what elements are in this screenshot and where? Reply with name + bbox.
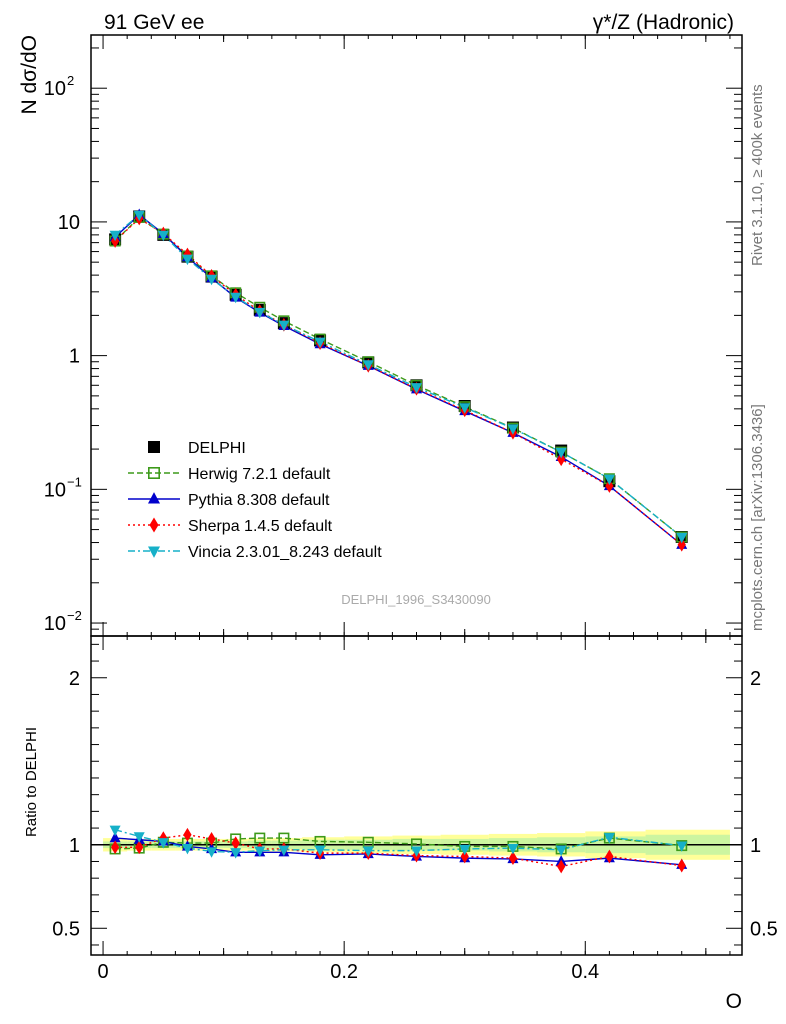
series-point-3 (254, 307, 266, 319)
main-plot (109, 208, 688, 552)
side-label-top: Rivet 3.1.10, ≥ 400k events (749, 84, 766, 266)
ratio-y-tick-label: 1 (69, 835, 80, 857)
y-tick-exponent: 2 (67, 73, 74, 88)
series-point-3 (181, 254, 193, 266)
legend-marker (149, 517, 159, 533)
x-tick-label: 0.4 (571, 961, 599, 983)
header-left: 91 GeV ee (104, 11, 204, 34)
series-point-3 (603, 474, 615, 486)
series-ratio-point-3 (109, 825, 121, 837)
watermark: DELPHI_1996_S3430090 (341, 592, 491, 607)
series-ratio-point-3 (362, 846, 374, 857)
series-point-3 (676, 532, 688, 544)
series-ratio-point-3 (133, 832, 145, 843)
x-axis-label: O (726, 990, 742, 1013)
series-ratio-point-2 (460, 849, 469, 864)
side-label-bottom: mcplots.cern.ch [arXiv:1306.3436] (749, 404, 766, 631)
series-point-3 (362, 360, 374, 371)
legend-label: Vincia 2.3.01_8.243 default (188, 544, 382, 561)
series-line-3 (114, 213, 683, 538)
legend-label: DELPHI (188, 440, 246, 457)
series-ratio-point-2 (135, 840, 144, 855)
series-point-3 (555, 447, 567, 459)
y-tick-label: 1 (69, 346, 80, 368)
series-ratio-point-3 (278, 845, 290, 857)
header-right: γ*/Z (Hadronic) (593, 11, 734, 34)
series-ratio-point-3 (314, 845, 326, 857)
y-tick-exponent: −1 (67, 474, 82, 489)
legend: DELPHI Herwig 7.2.1 default Pythia 8.308 d… (128, 440, 382, 561)
series-point-3 (230, 292, 242, 304)
series-ratio-point-2 (231, 836, 240, 850)
y-tick-label: 10 (44, 479, 66, 501)
series-line-1 (114, 213, 683, 546)
series-point-3 (206, 274, 218, 286)
series-ratio-point-2 (557, 859, 566, 874)
ratio-y-tick-label: 0.5 (52, 918, 80, 940)
legend-label: Pythia 8.308 default (188, 492, 330, 509)
y-tick-label: 10 (44, 78, 66, 100)
ratio-ylabel: Ratio to DELPHI (23, 727, 40, 837)
series-ratio-point-3 (157, 838, 169, 849)
series-ratio-point-3 (507, 843, 519, 855)
x-tick-label: 0 (97, 961, 108, 983)
series-point-2 (605, 479, 614, 493)
series-ratio-point-2 (183, 827, 192, 842)
series-ratio-line-0 (115, 837, 682, 850)
series-point-3 (157, 230, 169, 242)
legend-marker (148, 546, 160, 558)
series-ratio-point-3 (230, 848, 242, 859)
y-tick-exponent: −2 (67, 608, 82, 623)
series-point-2 (557, 452, 566, 467)
series-ratio-point-3 (555, 845, 567, 857)
series-ratio-point-2 (605, 849, 614, 864)
ratio-y-tick-label-right: 2 (750, 668, 761, 690)
series-ratio-line-1 (115, 837, 682, 866)
series-point-3 (314, 337, 326, 349)
legend-marker (148, 466, 161, 479)
ratio-y-tick-label-right: 0.5 (750, 918, 778, 940)
legend-label: Sherpa 1.4.5 default (188, 518, 333, 535)
series-ratio-point-3 (206, 847, 218, 858)
ratio-y-tick-label: 2 (69, 668, 80, 690)
series-ratio-point-2 (677, 858, 686, 873)
series-point-2 (677, 537, 686, 552)
y-tick-label: 10 (58, 212, 80, 234)
series-point-3 (411, 383, 422, 394)
series-ratio-point-2 (207, 832, 216, 846)
series-ratio-line-2 (115, 834, 682, 868)
series-ratio-point-2 (110, 840, 120, 855)
series-ratio-point-1 (109, 831, 121, 843)
ratio-plot (109, 825, 688, 874)
series-ratio-point-3 (459, 844, 471, 856)
series-ratio-point-3 (676, 841, 688, 852)
x-tick-label: 0.2 (330, 961, 358, 983)
series-ratio-point-3 (181, 843, 193, 855)
ratio-y-tick-label-right: 1 (750, 835, 761, 857)
legend-marker (148, 492, 160, 504)
series-line-0 (114, 216, 683, 538)
series-point-3 (459, 403, 471, 414)
series-point-3 (278, 320, 290, 332)
series-ratio-point-3 (254, 846, 266, 857)
main-ylabel: N dσ/dO (18, 35, 41, 115)
series-point-3 (507, 424, 519, 435)
y-tick-label: 10 (44, 613, 66, 635)
legend-label: Herwig 7.2.1 default (188, 466, 331, 483)
series-ratio-point-3 (603, 833, 615, 844)
series-ratio-line-3 (114, 829, 682, 853)
series-point-3 (133, 210, 145, 222)
series-ratio-point-2 (508, 851, 518, 866)
series-ratio-point-3 (411, 846, 422, 857)
series-point-3 (109, 230, 121, 242)
legend-marker (148, 441, 160, 453)
